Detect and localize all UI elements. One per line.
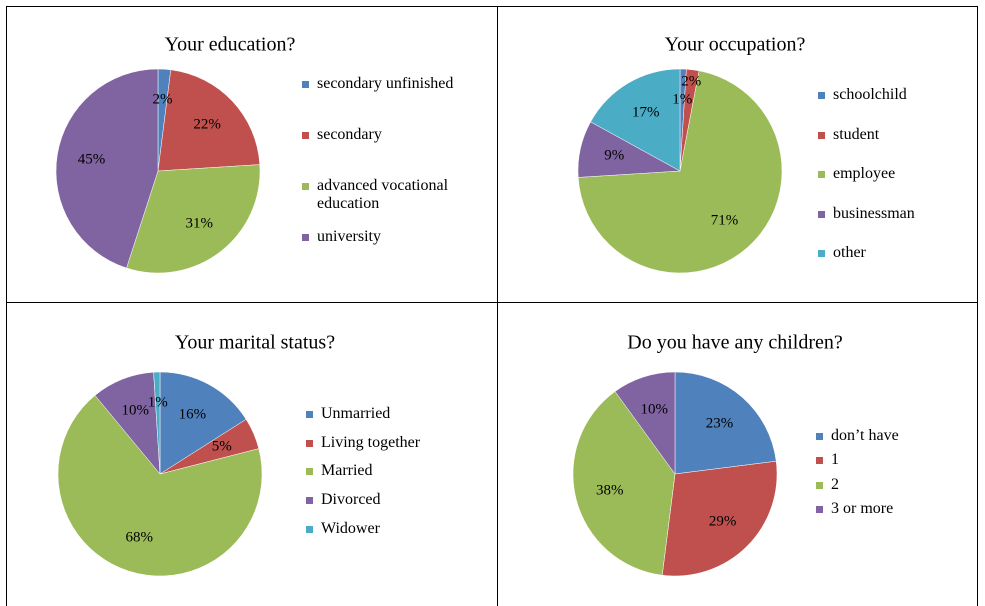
legend-label: employee	[833, 165, 896, 182]
legend-marker	[818, 210, 825, 218]
legend-label: student	[833, 125, 880, 143]
legend-label: 1	[831, 451, 839, 469]
pie-slice	[157, 69, 261, 172]
data-label: 22%	[193, 116, 221, 133]
legend-label: other	[833, 244, 866, 261]
legend-marker	[818, 171, 825, 178]
legend-marker	[306, 468, 313, 476]
legend-label: Divorced	[321, 491, 381, 509]
data-label: 17%	[631, 104, 660, 121]
legend-marker	[306, 497, 313, 505]
legend-marker	[302, 132, 309, 139]
legend-marker	[816, 457, 823, 465]
chart-title: Your occupation?	[664, 33, 806, 56]
chart-title: Your education?	[164, 33, 296, 56]
legend-marker	[302, 183, 309, 190]
legend-marker	[302, 234, 309, 241]
pie-slice	[577, 70, 783, 274]
legend-label: university	[317, 228, 381, 245]
legend-marker	[302, 81, 309, 88]
data-label: 68%	[125, 529, 153, 546]
legend-marker	[816, 505, 823, 513]
data-label: 5%	[211, 438, 232, 455]
pie-slice	[674, 371, 777, 475]
legend-marker	[306, 411, 313, 418]
pie-slice	[661, 460, 778, 577]
data-label: 10%	[121, 402, 149, 419]
chart-title: Your marital status?	[174, 331, 336, 354]
pie-slice	[55, 68, 159, 269]
data-label: 10%	[640, 401, 668, 418]
legend-marker	[816, 433, 823, 440]
legend-label: 3 or more	[831, 499, 894, 517]
data-label: 2%	[152, 91, 173, 108]
data-label: 38%	[596, 482, 624, 499]
legend-label: schoolchild	[833, 86, 907, 103]
legend-marker	[818, 131, 825, 139]
legend-marker	[306, 439, 313, 447]
data-label: 16%	[178, 406, 207, 423]
pie-slice	[159, 371, 247, 475]
data-label: 71%	[710, 212, 739, 229]
data-label: 9%	[604, 147, 625, 164]
pie-slice	[572, 391, 676, 576]
legend-marker	[306, 525, 313, 533]
legend-label: advanced vocational education	[317, 177, 449, 212]
legend-marker	[818, 250, 825, 257]
chart-title: Do you have any children?	[627, 331, 843, 354]
data-label: 1%	[672, 91, 693, 108]
pie-slice	[614, 371, 676, 475]
legend-label: secondary	[317, 126, 382, 143]
pie-slice	[126, 164, 261, 274]
legend-label: Widower	[321, 519, 380, 537]
legend-label: 2	[831, 475, 839, 493]
legend-label: Married	[321, 462, 373, 480]
data-label: 29%	[708, 513, 737, 530]
data-label: 1%	[147, 394, 168, 411]
legend-marker	[818, 92, 825, 99]
legend-label: businessman	[833, 204, 915, 222]
pie-slice	[590, 68, 681, 172]
data-label: 45%	[77, 151, 106, 168]
legend-label: don’t have	[831, 427, 899, 444]
legend-label: Living together	[321, 433, 421, 451]
data-label: 23%	[705, 415, 734, 431]
pie-slice	[57, 395, 263, 577]
data-label: 2%	[681, 73, 702, 90]
legend-label: Unmarried	[321, 405, 391, 422]
legend-marker	[816, 481, 823, 489]
legend-label: secondary unfinished	[317, 75, 454, 92]
data-label: 31%	[185, 215, 214, 232]
pie-slice	[153, 371, 161, 475]
